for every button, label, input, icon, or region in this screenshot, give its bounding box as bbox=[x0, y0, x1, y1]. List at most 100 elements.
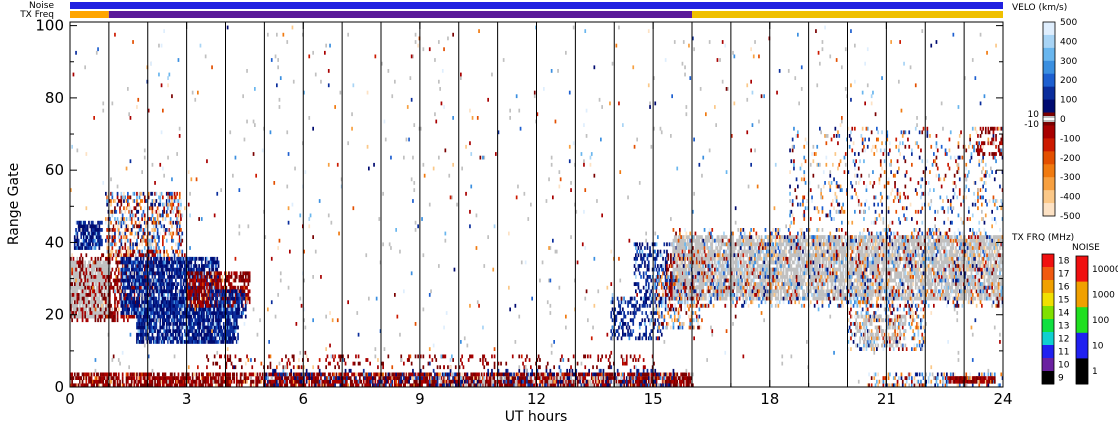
range-cell bbox=[330, 383, 333, 388]
range-cell bbox=[498, 379, 501, 384]
range-cell bbox=[136, 307, 138, 312]
range-cell bbox=[176, 209, 178, 214]
range-cell bbox=[159, 329, 162, 333]
range-cell bbox=[98, 383, 101, 388]
range-cell bbox=[207, 340, 210, 344]
range-cell bbox=[88, 238, 90, 243]
range-cell bbox=[154, 307, 156, 312]
range-cell bbox=[244, 379, 247, 384]
range-cell bbox=[150, 311, 152, 315]
range-cell bbox=[145, 332, 147, 337]
range-cell bbox=[84, 307, 86, 312]
range-cell bbox=[222, 314, 225, 319]
range-cell bbox=[111, 238, 114, 243]
range-cell bbox=[164, 318, 167, 323]
range-cell bbox=[84, 264, 86, 268]
range-cell bbox=[562, 379, 565, 384]
range-cell bbox=[165, 329, 168, 333]
range-cell bbox=[95, 278, 98, 283]
range-cell bbox=[127, 260, 129, 265]
range-cell bbox=[97, 231, 99, 236]
range-cell bbox=[194, 340, 197, 344]
range-cell bbox=[202, 314, 204, 319]
range-cell bbox=[156, 271, 159, 276]
range-cell bbox=[84, 228, 86, 232]
range-cell bbox=[150, 217, 152, 221]
range-cell bbox=[132, 249, 134, 254]
range-cell bbox=[168, 228, 171, 232]
range-cell bbox=[533, 372, 536, 377]
range-cell bbox=[151, 383, 154, 388]
range-cell bbox=[84, 285, 86, 290]
range-cell bbox=[72, 275, 75, 279]
range-cell bbox=[168, 220, 171, 225]
range-cell bbox=[195, 264, 198, 268]
range-cell bbox=[233, 336, 235, 341]
range-cell bbox=[73, 285, 76, 290]
range-cell bbox=[125, 314, 128, 319]
range-cell bbox=[198, 325, 200, 330]
range-cell bbox=[152, 296, 155, 301]
range-cell bbox=[215, 322, 217, 326]
range-cell bbox=[559, 383, 562, 388]
range-cell bbox=[133, 303, 136, 308]
range-cell bbox=[235, 271, 238, 276]
range-cell bbox=[86, 300, 89, 305]
range-cell bbox=[98, 376, 101, 380]
range-cell bbox=[71, 264, 73, 268]
range-cell bbox=[160, 379, 163, 384]
range-cell bbox=[325, 376, 327, 380]
range-cell bbox=[111, 285, 114, 290]
range-cell bbox=[488, 383, 491, 388]
range-cell bbox=[94, 235, 97, 239]
range-cell bbox=[128, 293, 130, 297]
range-cell bbox=[94, 318, 97, 323]
range-cell bbox=[208, 278, 211, 283]
range-cell bbox=[152, 249, 155, 254]
range-cell bbox=[99, 314, 102, 319]
range-cell bbox=[228, 336, 230, 341]
range-cell bbox=[256, 383, 259, 388]
range-cell bbox=[95, 383, 98, 388]
range-cell bbox=[108, 285, 111, 290]
range-cell bbox=[141, 325, 143, 330]
range-cell bbox=[155, 325, 158, 330]
range-cell bbox=[467, 379, 470, 384]
range-cell bbox=[103, 311, 106, 315]
range-cell bbox=[71, 318, 73, 323]
range-cell bbox=[178, 220, 181, 225]
range-cell bbox=[124, 267, 127, 272]
range-cell bbox=[190, 340, 193, 344]
range-cell bbox=[225, 300, 228, 305]
range-cell bbox=[168, 383, 171, 388]
range-cell bbox=[163, 235, 165, 239]
range-cell bbox=[76, 314, 79, 319]
range-cell bbox=[545, 376, 548, 380]
range-cell bbox=[120, 293, 123, 297]
range-cell bbox=[108, 383, 111, 388]
range-cell bbox=[426, 372, 429, 377]
range-cell bbox=[164, 336, 167, 341]
range-cell bbox=[209, 303, 212, 308]
range-cell bbox=[186, 372, 189, 377]
range-cell bbox=[197, 314, 199, 319]
range-cell bbox=[103, 267, 106, 272]
range-cell bbox=[112, 224, 115, 229]
range-cell bbox=[86, 383, 89, 388]
range-cell bbox=[136, 296, 138, 301]
range-cell bbox=[106, 246, 108, 250]
range-cell bbox=[99, 264, 102, 268]
range-cell bbox=[152, 253, 155, 258]
range-cell bbox=[199, 311, 202, 315]
range-cell bbox=[119, 220, 121, 225]
range-cell bbox=[129, 231, 132, 236]
range-cell bbox=[159, 303, 162, 308]
range-cell bbox=[159, 325, 162, 330]
range-cell bbox=[181, 285, 184, 290]
range-cell bbox=[171, 293, 173, 297]
range-cell bbox=[396, 376, 399, 380]
range-cell bbox=[189, 376, 191, 380]
range-cell bbox=[186, 296, 189, 301]
range-cell bbox=[248, 383, 251, 388]
range-cell bbox=[152, 282, 155, 286]
